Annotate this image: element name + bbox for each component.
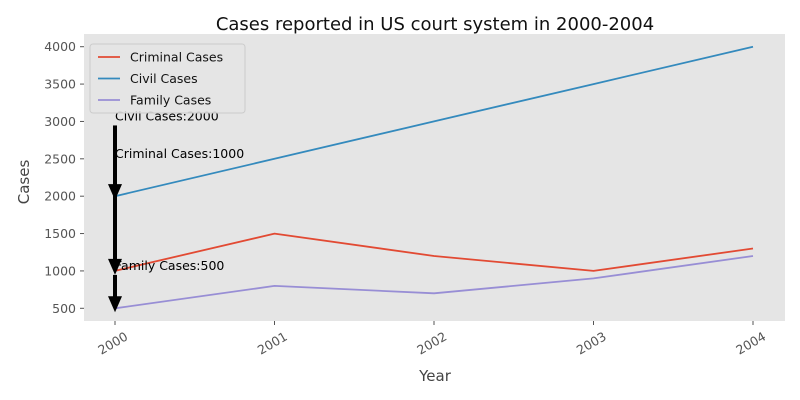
x-tick-label: 2000 (95, 329, 130, 358)
x-tick-label: 2003 (574, 329, 609, 358)
annotation-arrow (108, 274, 122, 313)
annotation-arrow (108, 162, 122, 275)
y-tick-label: 3500 (44, 77, 76, 92)
y-tick-label: 2000 (44, 189, 76, 204)
y-tick-label: 500 (52, 301, 76, 316)
y-tick-label: 1000 (44, 263, 76, 278)
x-tick-label: 2001 (255, 329, 290, 358)
y-axis-title: Cases (15, 160, 33, 205)
x-tick-label: 2004 (733, 329, 768, 358)
series-line-civil-cases (114, 45, 754, 198)
legend: Criminal Cases Civil Cases Family Cases (89, 43, 246, 114)
y-tick-label: 2500 (44, 151, 76, 166)
y-axis-ticks: 500 1000 1500 2000 2500 3000 3500 4000 (44, 39, 84, 316)
series-line-criminal-cases (114, 232, 754, 272)
annotation-label: Family Cases:500 (115, 258, 224, 273)
legend-label: Family Cases (130, 93, 211, 108)
x-tick-label: 2002 (414, 329, 449, 358)
legend-label: Criminal Cases (130, 50, 223, 65)
y-tick-label: 1500 (44, 226, 76, 241)
annotation-label: Criminal Cases:1000 (115, 146, 244, 161)
legend-label: Civil Cases (130, 71, 198, 86)
x-axis-title: Year (418, 367, 452, 385)
series-lines (114, 45, 754, 310)
series-line-family-cases (114, 255, 754, 310)
y-tick-label: 3000 (44, 114, 76, 129)
chart-title: Cases reported in US court system in 200… (216, 14, 654, 35)
y-tick-label: 4000 (44, 39, 76, 54)
x-axis-ticks: 2000 2001 2002 2003 2004 (95, 321, 768, 358)
legend-box (89, 43, 246, 114)
